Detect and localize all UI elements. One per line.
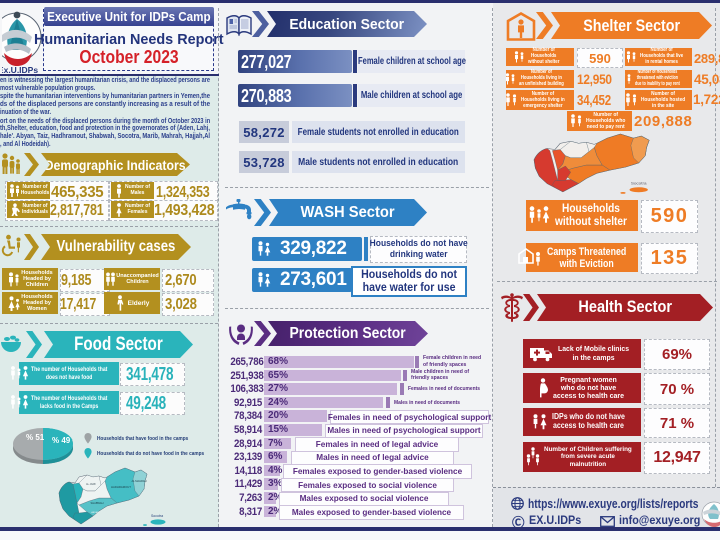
svg-text:Socotra: Socotra xyxy=(631,181,648,185)
svg-text:Ex.U.IDPs: Ex.U.IDPs xyxy=(2,65,38,73)
svg-text:% 51: % 51 xyxy=(26,433,45,442)
svg-text:SHABWAH: SHABWAH xyxy=(90,501,103,505)
svg-text:AL MAHRAH: AL MAHRAH xyxy=(131,479,146,483)
svg-text:AL JAWF: AL JAWF xyxy=(86,483,96,486)
svg-text:HADHRAMOUT: HADHRAMOUT xyxy=(111,485,131,489)
svg-text:Socotra: Socotra xyxy=(151,514,163,518)
svg-text:ABYAN: ABYAN xyxy=(91,511,99,514)
svg-text:% 49: % 49 xyxy=(52,436,71,445)
